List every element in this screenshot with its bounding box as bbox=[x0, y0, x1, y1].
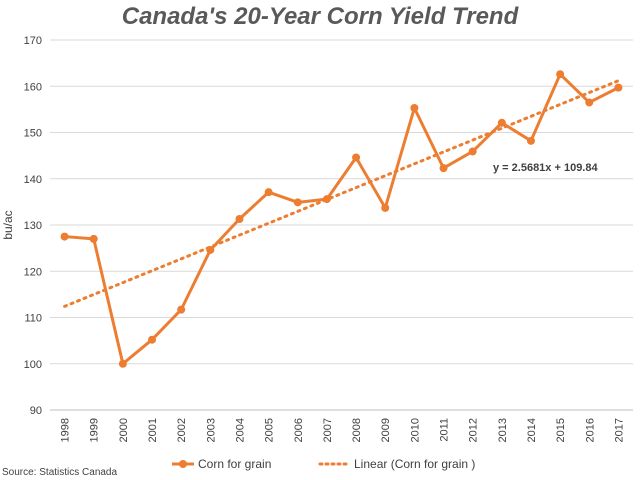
data-point bbox=[89, 234, 98, 243]
x-tick-label: 2015 bbox=[555, 418, 567, 442]
y-tick-label: 130 bbox=[24, 220, 42, 232]
data-point bbox=[526, 136, 535, 145]
data-point bbox=[497, 118, 506, 127]
x-tick-label: 2004 bbox=[234, 418, 246, 442]
x-tick-label: 2016 bbox=[584, 418, 596, 442]
data-point bbox=[410, 103, 419, 112]
x-tick-label: 1998 bbox=[60, 418, 72, 442]
x-tick-label: 2008 bbox=[351, 418, 363, 442]
trendline-layer bbox=[63, 79, 620, 308]
source-note: Source: Statistics Canada bbox=[2, 467, 117, 478]
y-axis-label: bu/ac bbox=[1, 210, 15, 239]
data-point bbox=[614, 83, 623, 92]
data-point bbox=[264, 188, 273, 197]
data-point bbox=[293, 198, 302, 207]
data-point bbox=[177, 305, 186, 314]
x-tick-label: 2013 bbox=[497, 418, 509, 442]
y-tick-label: 160 bbox=[24, 81, 42, 93]
legend: Corn for grain Linear (Corn for grain ) bbox=[172, 457, 475, 471]
chart-title: Canada's 20-Year Corn Yield Trend bbox=[122, 3, 520, 30]
data-point bbox=[439, 164, 448, 173]
y-tick-label: 170 bbox=[24, 35, 42, 47]
y-tick-label: 90 bbox=[30, 405, 42, 417]
data-point bbox=[585, 98, 594, 107]
data-point bbox=[352, 153, 361, 162]
y-tick-label: 100 bbox=[24, 359, 42, 371]
series-layer bbox=[60, 70, 623, 368]
x-tick-label: 2012 bbox=[468, 418, 480, 442]
x-tick-label: 2017 bbox=[613, 418, 625, 442]
x-axis-ticks: 1998 1999 2000 2001 2002 2003 2004 2005 2006 2007… bbox=[60, 418, 626, 442]
data-point bbox=[322, 195, 331, 204]
x-tick-label: 1999 bbox=[89, 418, 101, 442]
trendline bbox=[63, 79, 620, 308]
x-tick-label: 2000 bbox=[118, 418, 130, 442]
x-tick-label: 2006 bbox=[293, 418, 305, 442]
x-tick-label: 2007 bbox=[322, 418, 334, 442]
y-tick-label: 150 bbox=[24, 128, 42, 140]
data-point bbox=[235, 214, 244, 223]
x-tick-label: 2011 bbox=[439, 418, 451, 442]
series-line-corn bbox=[64, 72, 620, 366]
data-point bbox=[468, 147, 477, 156]
y-tick-label: 110 bbox=[24, 313, 42, 325]
data-point bbox=[381, 203, 390, 212]
x-tick-label: 2002 bbox=[176, 418, 188, 442]
data-point bbox=[148, 335, 157, 344]
y-tick-label: 120 bbox=[24, 266, 42, 278]
data-point bbox=[60, 232, 69, 241]
x-tick-label: 2001 bbox=[147, 418, 159, 442]
trendline-equation: y = 2.5681x + 109.84 bbox=[493, 162, 598, 174]
legend-marker-dot-corn bbox=[179, 460, 187, 468]
y-tick-label: 140 bbox=[24, 174, 42, 186]
x-tick-label: 2014 bbox=[526, 418, 538, 442]
x-tick-label: 2010 bbox=[409, 418, 421, 442]
data-point bbox=[206, 245, 215, 254]
y-axis-ticks: 90 100 110 120 130 140 150 160 170 bbox=[24, 35, 42, 417]
x-tick-label: 2009 bbox=[380, 418, 392, 442]
legend-label-linear: Linear (Corn for grain ) bbox=[354, 457, 475, 471]
legend-label-corn: Corn for grain bbox=[198, 457, 271, 471]
data-point bbox=[556, 70, 565, 79]
x-tick-label: 2005 bbox=[264, 418, 276, 442]
gridlines bbox=[50, 39, 633, 365]
data-point bbox=[118, 359, 127, 368]
x-tick-label: 2003 bbox=[205, 418, 217, 442]
